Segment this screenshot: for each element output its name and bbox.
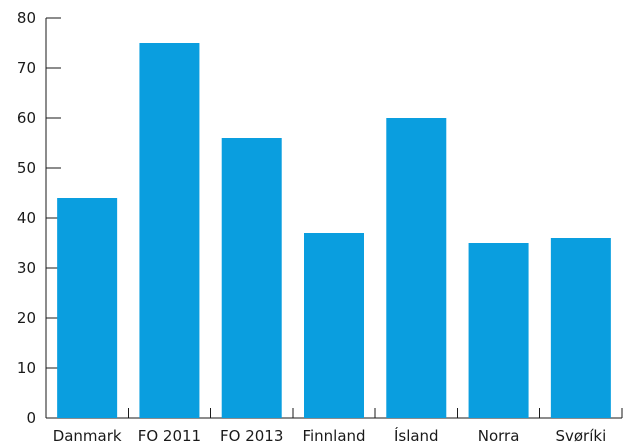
x-tick-label: Danmark bbox=[53, 427, 122, 445]
y-tick-label: 60 bbox=[17, 109, 36, 127]
x-tick-label: Finnland bbox=[302, 427, 365, 445]
y-axis: 0 10 20 30 40 50 60 70 80 bbox=[17, 9, 61, 427]
x-tick-label: Ísland bbox=[394, 426, 439, 445]
y-tick-label: 70 bbox=[17, 59, 36, 77]
x-tick-label: FO 2013 bbox=[220, 427, 283, 445]
y-tick-label: 20 bbox=[17, 309, 36, 327]
bars bbox=[57, 43, 611, 418]
bar bbox=[139, 43, 200, 418]
x-tick-label: Svøríki bbox=[555, 427, 606, 445]
y-tick-label: 40 bbox=[17, 209, 36, 227]
bar bbox=[386, 118, 447, 418]
y-tick-label: 50 bbox=[17, 159, 36, 177]
x-tick-label: FO 2011 bbox=[138, 427, 201, 445]
bar bbox=[468, 243, 529, 418]
bar bbox=[304, 233, 364, 418]
x-tick-label: Norra bbox=[478, 427, 520, 445]
bar bbox=[550, 238, 611, 418]
y-tick-label: 10 bbox=[17, 359, 36, 377]
y-tick-label: 80 bbox=[17, 9, 36, 27]
y-tick-label: 30 bbox=[17, 259, 36, 277]
bar bbox=[221, 138, 282, 418]
bar bbox=[57, 198, 118, 418]
y-tick-label: 0 bbox=[26, 409, 36, 427]
